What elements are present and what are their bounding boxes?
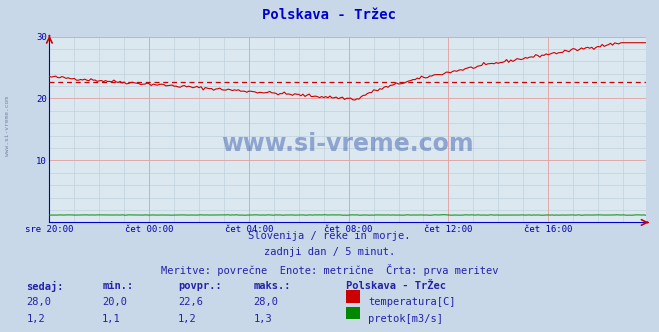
- Text: 1,3: 1,3: [254, 314, 272, 324]
- Text: pretok[m3/s]: pretok[m3/s]: [368, 314, 444, 324]
- Text: 1,2: 1,2: [178, 314, 196, 324]
- Text: sedaj:: sedaj:: [26, 281, 64, 291]
- Text: 22,6: 22,6: [178, 297, 203, 307]
- Text: 20,0: 20,0: [102, 297, 127, 307]
- Text: Meritve: povrečne  Enote: metrične  Črta: prva meritev: Meritve: povrečne Enote: metrične Črta: …: [161, 264, 498, 276]
- Text: temperatura[C]: temperatura[C]: [368, 297, 456, 307]
- Text: 28,0: 28,0: [254, 297, 279, 307]
- Text: min.:: min.:: [102, 281, 133, 290]
- Text: maks.:: maks.:: [254, 281, 291, 290]
- Text: 1,1: 1,1: [102, 314, 121, 324]
- Text: 28,0: 28,0: [26, 297, 51, 307]
- Text: zadnji dan / 5 minut.: zadnji dan / 5 minut.: [264, 247, 395, 257]
- Text: www.si-vreme.com: www.si-vreme.com: [5, 96, 11, 156]
- Text: Slovenija / reke in morje.: Slovenija / reke in morje.: [248, 231, 411, 241]
- Text: Polskava - Tržec: Polskava - Tržec: [262, 8, 397, 22]
- Text: 1,2: 1,2: [26, 314, 45, 324]
- Text: www.si-vreme.com: www.si-vreme.com: [221, 132, 474, 156]
- Text: Polskava - TrŽec: Polskava - TrŽec: [346, 281, 446, 290]
- Text: povpr.:: povpr.:: [178, 281, 221, 290]
